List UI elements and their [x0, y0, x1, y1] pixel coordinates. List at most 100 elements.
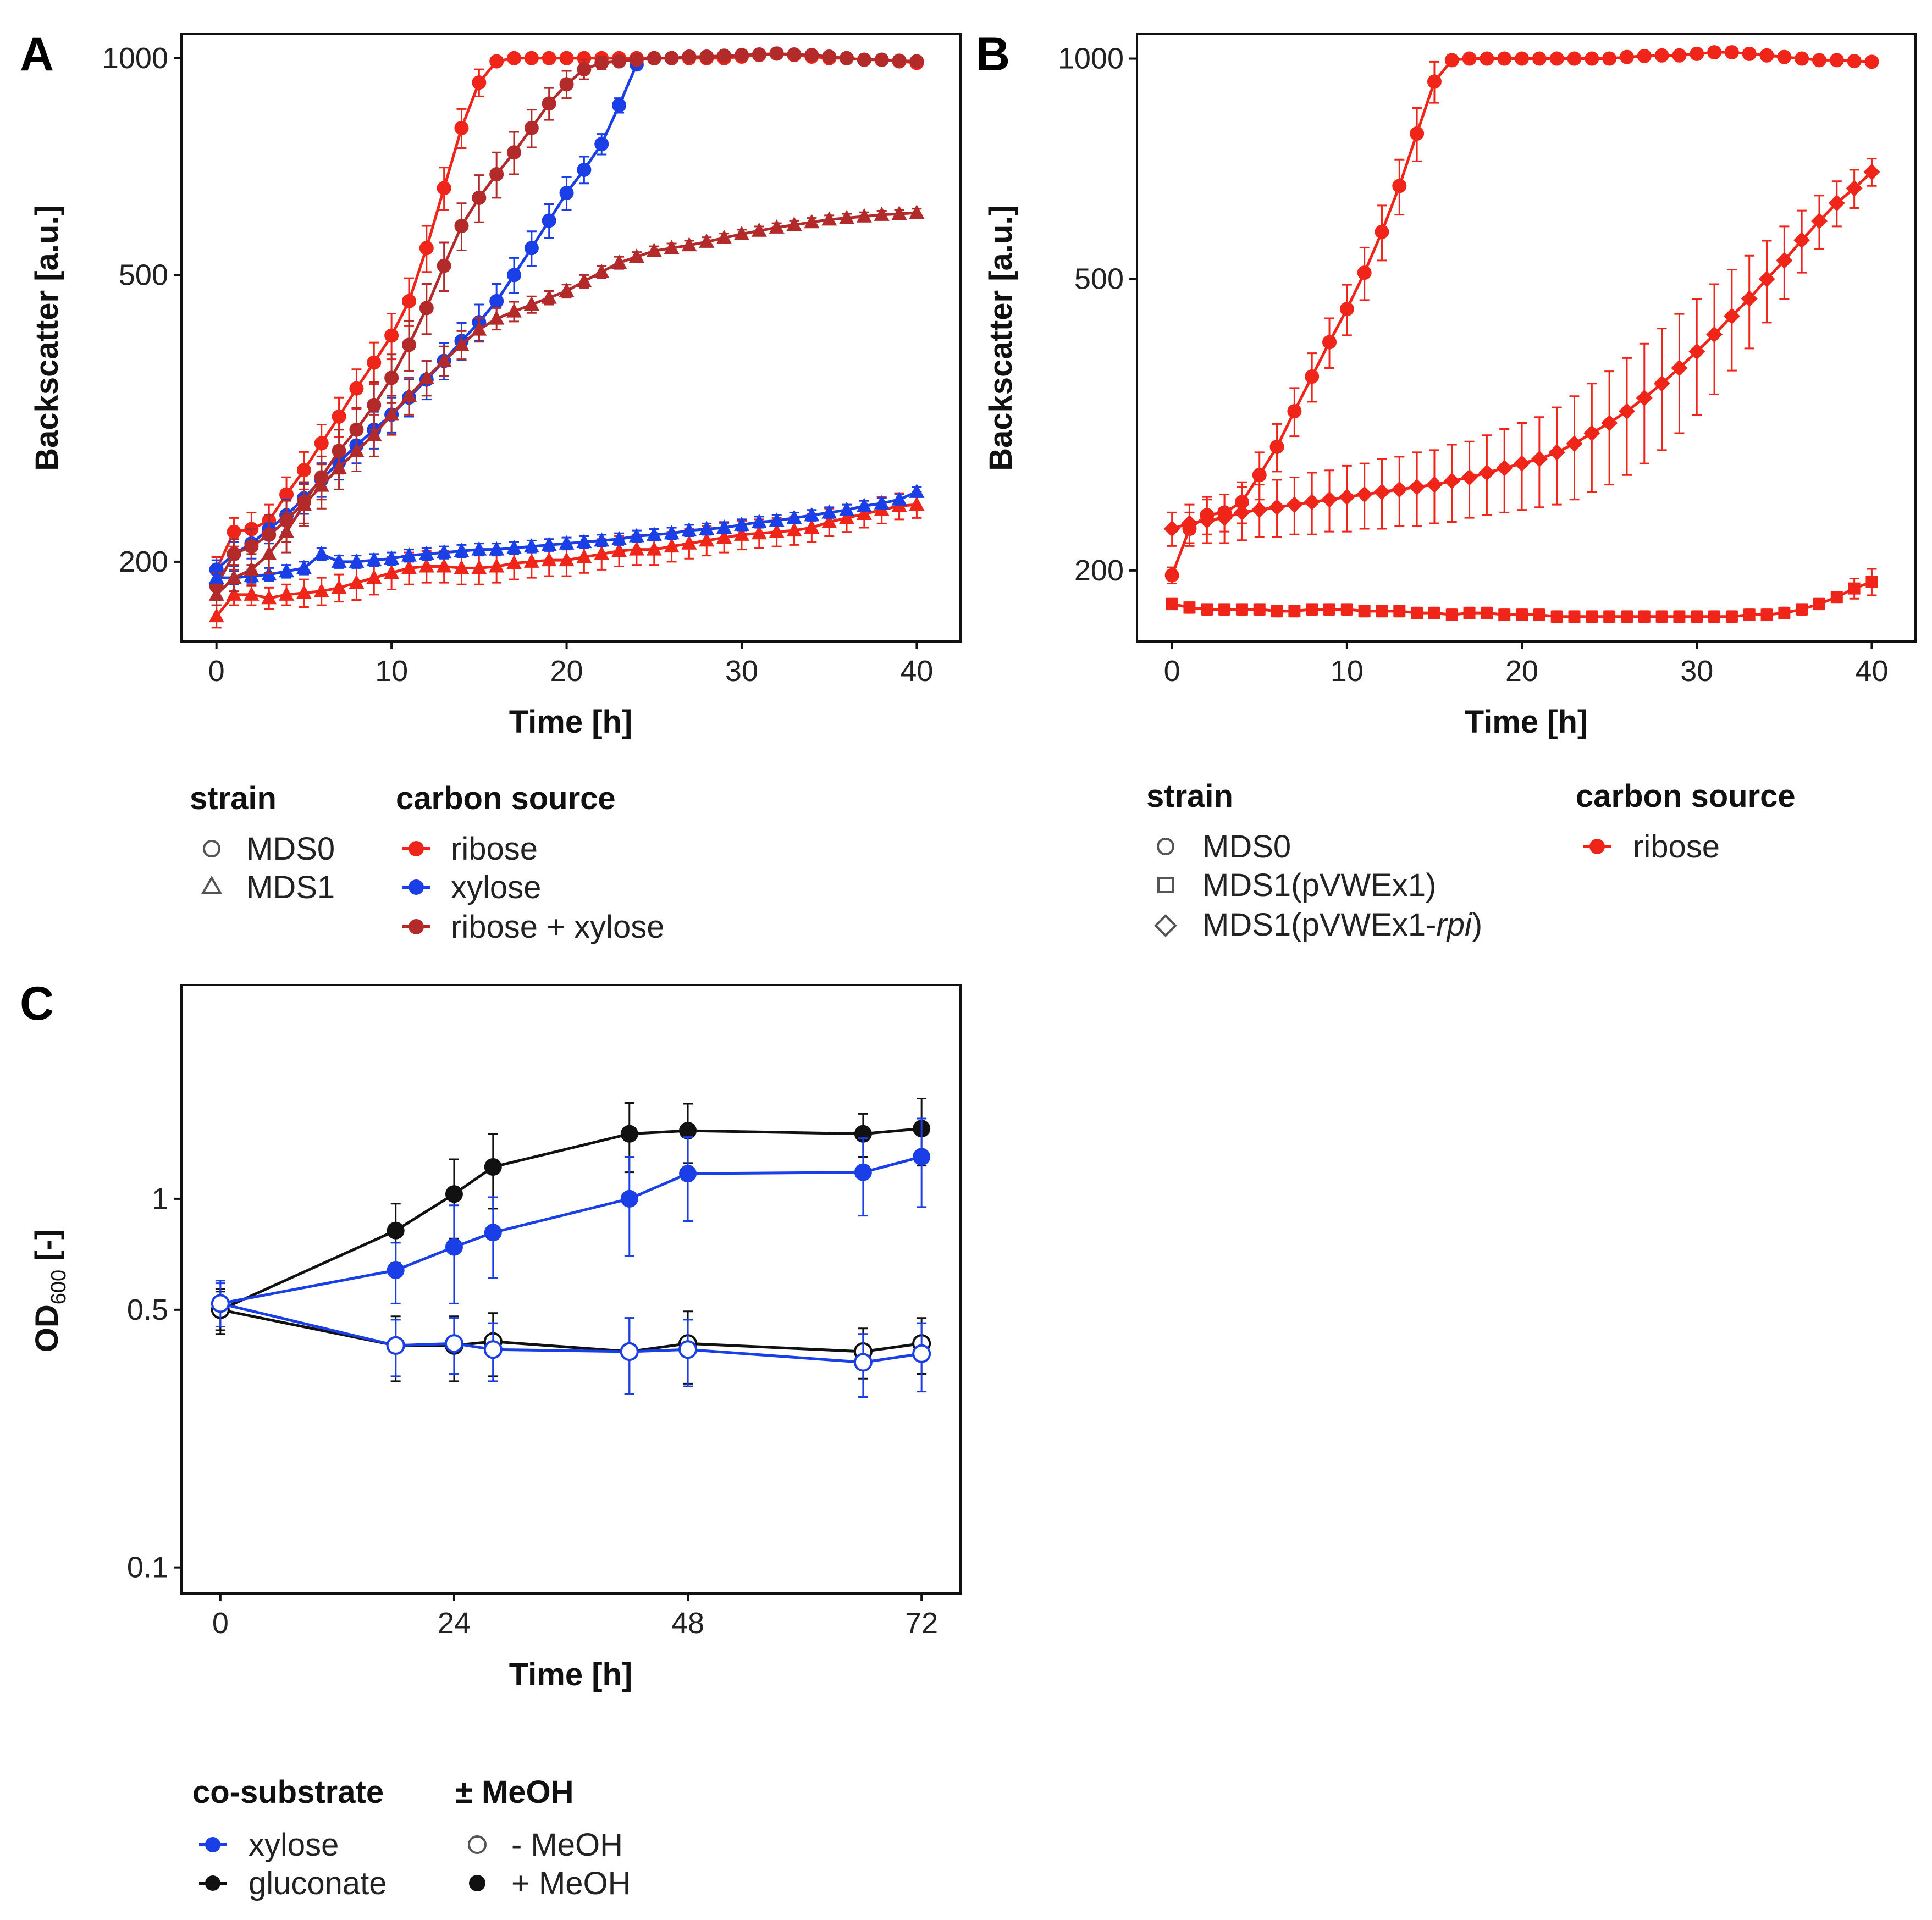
- chart-c-ytick-label: 0.1: [127, 1551, 168, 1584]
- chart-b-point: [1688, 343, 1705, 360]
- chart-a-point: [594, 263, 610, 278]
- legend-c-xylose-marker: [205, 1837, 220, 1852]
- chart-b-point: [1201, 603, 1213, 616]
- chart-a-point: [664, 525, 680, 540]
- chart-a-point: [664, 538, 680, 553]
- legend-b-strain-mds1-rpi: MDS1(pVWEx1-rpi): [1202, 907, 1482, 943]
- chart-b-point: [1461, 469, 1478, 486]
- chart-a-point: [559, 186, 574, 201]
- chart-b-point: [1444, 53, 1459, 68]
- chart-b-point: [1463, 607, 1476, 619]
- legend-b: strain MDS0 MDS1(pVWEx1) MDS1(pVWEx1-rpi…: [1146, 778, 1796, 943]
- chart-b-xtick-label: 20: [1505, 655, 1538, 688]
- chart-a-marks: [208, 46, 925, 629]
- legend-a-strain-mds0: MDS0: [246, 831, 335, 867]
- chart-c-point: [854, 1163, 872, 1181]
- chart-b-point: [1306, 603, 1318, 616]
- legend-c: co-substrate xylose gluconate ± MeOH - M…: [192, 1774, 631, 1901]
- chart-a-point: [576, 273, 592, 287]
- legend-a-carbon-ribose-xylose: ribose + xylose: [451, 909, 664, 945]
- chart-a-point: [611, 530, 627, 545]
- legend-b-strain-mds1-rpi-suffix: ): [1472, 907, 1482, 943]
- legend-b-strain-title: strain: [1146, 778, 1233, 814]
- chart-c-series-line: [220, 1155, 922, 1305]
- chart-a-point: [506, 555, 522, 569]
- chart-a-point: [471, 560, 487, 574]
- legend-a-ribose-xylose-marker: [409, 919, 424, 934]
- chart-c-point: [483, 1340, 503, 1359]
- chart-b-point: [1567, 51, 1582, 66]
- chart-b-ytick-label: 500: [1074, 263, 1124, 296]
- chart-a-point: [681, 237, 697, 252]
- chart-a-point: [244, 539, 259, 554]
- chart-b-point: [1673, 610, 1686, 623]
- chart-a-point: [524, 120, 539, 135]
- chart-b-series: [1166, 568, 1878, 623]
- chart-a-point: [628, 541, 644, 556]
- legend-c-cosubstrate-gluconate: gluconate: [249, 1866, 387, 1901]
- chart-a-point: [384, 328, 399, 343]
- chart-b-point: [1830, 591, 1843, 604]
- chart-c-marks: [211, 1098, 931, 1398]
- chart-b-point: [1758, 270, 1775, 287]
- chart-a-point: [664, 240, 680, 254]
- legend-c-cosubstrate-title: co-substrate: [192, 1774, 384, 1810]
- chart-b-point: [1566, 435, 1583, 452]
- chart-b-point: [1828, 195, 1845, 212]
- chart-a-point: [454, 560, 470, 574]
- chart-c-series: [211, 1098, 931, 1335]
- chart-b-point: [1637, 48, 1652, 63]
- chart-b-point: [1233, 504, 1250, 521]
- chart-a-point: [699, 532, 715, 547]
- chart-a-point: [559, 535, 575, 550]
- chart-a-point: [699, 521, 715, 535]
- chart-a-point: [681, 522, 697, 537]
- chart-a-point: [594, 545, 610, 560]
- chart-a-point: [612, 98, 627, 113]
- chart-a-point: [507, 268, 522, 283]
- chart-a-point: [734, 48, 749, 63]
- chart-a-point: [804, 214, 820, 229]
- chart-b-point: [1166, 597, 1178, 610]
- chart-a-point: [786, 510, 802, 524]
- legend-c-gluconate-marker: [205, 1875, 220, 1891]
- triangle-open-icon: [201, 875, 223, 894]
- chart-a-point: [437, 181, 451, 196]
- chart-a-point: [646, 242, 662, 257]
- chart-a-point: [840, 51, 854, 65]
- chart-c-point: [211, 1294, 230, 1313]
- chart-a-point: [751, 513, 767, 528]
- chart-a-series: [208, 491, 925, 629]
- chart-b-xtick-label: 30: [1680, 655, 1713, 688]
- chart-a-point: [384, 406, 400, 421]
- chart-c-series: [211, 1282, 931, 1398]
- chart-b-point: [1235, 603, 1248, 616]
- chart-b-point: [1358, 605, 1371, 617]
- chart-a-point: [909, 204, 925, 219]
- chart-a-point: [226, 569, 242, 584]
- chart-a-point: [454, 336, 470, 351]
- chart-a-point: [489, 558, 505, 573]
- chart-a-point: [856, 505, 872, 520]
- chart-c-point: [620, 1342, 639, 1361]
- chart-a-point: [279, 523, 295, 538]
- chart-b-point: [1375, 224, 1389, 239]
- chart-b-xlabel: Time [h]: [1465, 704, 1588, 740]
- chart-a-point: [401, 560, 417, 574]
- chart-a-point: [839, 510, 855, 524]
- chart-a-point: [523, 538, 539, 553]
- chart-b-point: [1251, 501, 1268, 518]
- chart-b-point: [1847, 54, 1862, 69]
- chart-c-xlabel: Time [h]: [509, 1657, 633, 1692]
- chart-b-point: [1691, 610, 1703, 623]
- chart-a-point: [664, 51, 679, 65]
- chart-a-point: [646, 526, 662, 541]
- chart-a-point: [437, 258, 451, 273]
- chart-a-point: [594, 137, 609, 152]
- chart-b-point: [1812, 53, 1826, 68]
- legend-a-strain-mds1: MDS1: [246, 870, 335, 905]
- chart-c-point: [484, 1224, 502, 1242]
- chart-b-point: [1323, 603, 1336, 616]
- chart-a-point: [349, 442, 365, 457]
- chart-c-point: [444, 1334, 463, 1353]
